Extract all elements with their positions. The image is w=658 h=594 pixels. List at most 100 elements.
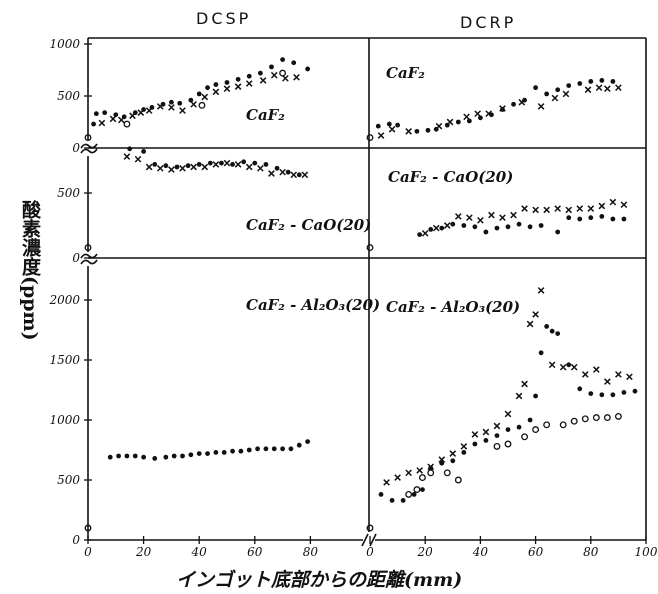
point-r2-c1-s1-6 [449, 450, 457, 457]
x-axis-label: インゴット底部からの距離(mm) [176, 569, 462, 591]
point-r2-c1-s0-5 [428, 465, 434, 471]
point-r0-c0-s1-16 [270, 71, 278, 79]
point-r0-c1-s0-15 [544, 91, 550, 97]
point-r0-c1-s1-6 [474, 110, 481, 118]
point-r0-c0-s0-20 [280, 57, 285, 62]
point-r1-c0-s0-15 [296, 172, 302, 178]
point-r2-c1-s1-13 [521, 380, 528, 388]
point-r2-c1-s1-4 [427, 463, 435, 471]
point-r0-c0-s1-4 [137, 109, 145, 116]
point-r2-c0-s0-6 [163, 454, 169, 460]
point-r2-c1-s1-24 [626, 373, 633, 381]
point-r2-c1-s0-14 [527, 417, 533, 423]
point-r2-c0-s1-0 [84, 524, 92, 532]
x-tick-label-c1-0: 0 [366, 545, 374, 559]
point-r0-c1-s1-8 [499, 105, 506, 112]
point-r0-c1-s0-2 [395, 122, 400, 128]
point-r2-c1-s1-17 [548, 361, 556, 369]
point-r1-c0-s0-8 [219, 160, 224, 166]
point-r0-c0-s0-21 [291, 60, 297, 66]
point-r2-c1-s0-1 [389, 498, 395, 503]
point-r2-c0-s0-20 [280, 446, 285, 452]
point-r1-c1-s1-4 [466, 214, 473, 222]
axis-break-left-3 [80, 259, 98, 265]
point-r0-c0-s0-3 [113, 112, 119, 118]
point-r2-c1-s0-16 [538, 350, 544, 356]
point-r0-c1-s1-15 [604, 85, 611, 93]
point-r2-c1-s0-22 [588, 391, 594, 396]
point-r2-c1-s2-4 [427, 469, 435, 477]
point-r2-c0-s0-8 [180, 453, 185, 459]
point-r2-c1-s2-7 [493, 442, 501, 450]
point-r0-c0-s0-1 [93, 111, 99, 117]
point-r1-c0-s0-11 [252, 160, 258, 166]
point-r2-c0-s0-17 [255, 446, 260, 452]
point-r0-c1-s0-14 [533, 85, 538, 91]
point-r2-c1-s0-24 [610, 392, 616, 398]
point-r0-c0-s1-6 [156, 103, 164, 110]
point-r0-c1-s0-4 [425, 127, 431, 133]
point-r0-c1-s1-14 [595, 84, 603, 92]
point-r1-c0-s0-14 [285, 169, 291, 175]
point-r2-c1-s0-20 [566, 362, 572, 368]
y-tick-label-r2-0: 2000 [48, 293, 80, 307]
panel-labels: CaF₂ CaF₂ CaF₂ - CaO(20) CaF₂ - CaO(20) CaF₂… [246, 64, 520, 316]
point-r2-c1-s0-26 [632, 388, 638, 394]
point-r1-c1-s1-2 [443, 222, 451, 229]
point-r0-c1-s1-3 [435, 122, 443, 130]
point-r1-c0-s0-10 [241, 159, 247, 165]
point-r1-c1-s2-0 [366, 244, 374, 252]
axis-break-left-1 [80, 148, 98, 154]
point-r2-c1-s0-6 [439, 460, 445, 466]
point-r0-c1-s1-7 [485, 110, 493, 118]
point-r0-c0-s0-17 [246, 73, 252, 79]
point-r1-c1-s0-14 [577, 216, 583, 222]
point-r0-c0-s0-19 [269, 64, 274, 70]
point-r0-c0-s2-1 [123, 120, 131, 128]
point-r1-c1-s1-11 [543, 206, 550, 214]
point-r2-c1-s1-14 [526, 320, 534, 328]
point-r2-c1-s2-14 [581, 415, 589, 423]
point-r0-c0-s2-2 [198, 101, 206, 109]
point-r2-c1-s1-2 [405, 469, 412, 477]
point-r0-c0-s0-14 [213, 82, 219, 87]
point-r1-c0-s1-6 [190, 163, 197, 171]
point-r2-c1-s0-8 [461, 450, 467, 455]
point-r0-c0-s1-15 [259, 77, 267, 84]
point-r1-c1-s1-1 [432, 224, 440, 232]
point-r0-c1-s0-19 [588, 79, 594, 84]
point-r2-c1-s2-13 [570, 417, 578, 425]
point-r2-c1-s0-25 [621, 390, 627, 395]
point-r1-c0-s1-10 [234, 161, 242, 168]
x-tick-label-c0-2: 40 [191, 545, 208, 559]
point-r1-c1-s1-10 [532, 206, 539, 214]
point-r2-c1-s2-12 [559, 421, 567, 429]
panel-label-r0-c0: CaF₂ [246, 106, 285, 124]
point-r1-c0-s1-11 [245, 163, 253, 171]
point-r1-c1-s1-9 [521, 205, 528, 212]
point-r0-c0-s1-14 [245, 80, 253, 87]
point-r1-c0-s0-12 [263, 162, 269, 167]
point-r1-c0-s1-13 [268, 170, 275, 177]
point-r0-c1-s1-4 [446, 118, 454, 126]
y-axis-label: 酸素濃度(ppm) [19, 199, 41, 341]
point-r2-c1-s2-6 [454, 476, 462, 484]
point-r2-c1-s0-15 [533, 393, 538, 399]
point-r2-c1-s2-15 [592, 414, 600, 422]
point-r1-c1-s1-0 [421, 229, 429, 237]
point-r1-c0-s1-8 [212, 161, 220, 168]
point-r1-c1-s1-16 [598, 202, 606, 210]
point-r2-c1-s0-23 [599, 392, 605, 398]
point-r2-c0-s0-10 [196, 451, 202, 456]
point-r2-c0-s0-9 [188, 452, 194, 458]
point-r1-c1-s1-17 [609, 198, 617, 206]
point-r2-c1-s0-21 [577, 386, 583, 392]
point-r2-c1-s1-8 [471, 431, 479, 438]
point-r1-c1-s0-7 [494, 225, 500, 231]
point-r1-c1-s0-18 [621, 216, 627, 222]
point-r1-c1-s0-11 [538, 223, 544, 228]
point-r1-c1-s1-8 [510, 211, 517, 219]
point-r0-c0-s1-9 [190, 100, 197, 108]
point-r1-c0-s0-6 [196, 162, 202, 167]
